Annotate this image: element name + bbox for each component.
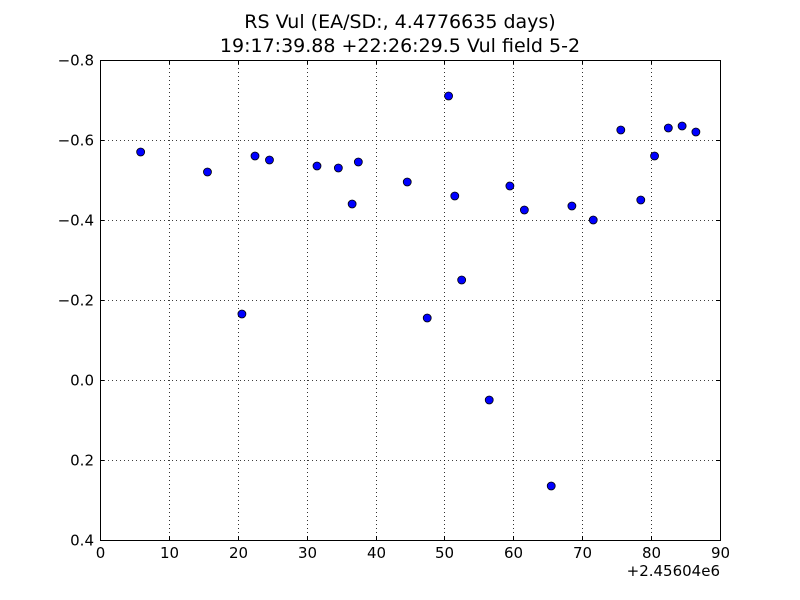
data-point xyxy=(546,481,556,491)
data-point xyxy=(312,161,322,171)
y-tick-label: 0.0 xyxy=(70,372,94,390)
data-point xyxy=(519,205,529,215)
grid-lines xyxy=(100,60,721,541)
x-tick-label: 60 xyxy=(504,544,523,562)
x-tick-label: 80 xyxy=(642,544,661,562)
data-point xyxy=(663,123,673,133)
chart-title-line-1: RS Vul (EA/SD:, 4.4776635 days) xyxy=(244,11,556,33)
data-point xyxy=(237,309,247,319)
tick-marks xyxy=(100,60,721,541)
data-point xyxy=(636,195,646,205)
y-tick-label: 0.2 xyxy=(70,452,94,470)
y-tick-label: −0.2 xyxy=(58,292,94,310)
data-point xyxy=(677,121,687,131)
x-tick-label: 40 xyxy=(367,544,386,562)
x-tick-label: 70 xyxy=(573,544,592,562)
data-point xyxy=(136,147,146,157)
data-point xyxy=(333,163,343,173)
data-point xyxy=(691,127,701,137)
data-point xyxy=(457,275,467,285)
data-point xyxy=(650,151,659,161)
plot-frame xyxy=(100,60,721,541)
data-point xyxy=(444,91,453,101)
data-point xyxy=(484,395,494,405)
y-tick-label: −0.8 xyxy=(58,52,94,70)
data-point xyxy=(402,177,412,187)
data-point xyxy=(567,201,577,211)
data-point xyxy=(505,181,515,191)
data-point xyxy=(347,199,357,209)
y-tick-label: 0.4 xyxy=(70,532,94,550)
data-point xyxy=(450,191,460,201)
data-point xyxy=(250,151,260,161)
x-axis-offset-label: +2.45604e6 xyxy=(627,562,720,580)
data-points xyxy=(136,91,701,491)
x-tick-label: 30 xyxy=(298,544,317,562)
x-tick-label: 20 xyxy=(229,544,248,562)
chart-title-line-2: 19:17:39.88 +22:26:29.5 Vul field 5-2 xyxy=(219,35,581,57)
data-point xyxy=(616,125,626,135)
x-tick-label: 0 xyxy=(96,544,106,562)
x-tick-label: 10 xyxy=(160,544,179,562)
data-point xyxy=(588,215,598,225)
x-tick-label: 90 xyxy=(711,544,730,562)
x-tick-label: 50 xyxy=(435,544,454,562)
data-point xyxy=(265,155,274,165)
data-point xyxy=(422,313,432,323)
y-tick-label: −0.4 xyxy=(58,212,94,230)
data-point xyxy=(203,167,212,177)
tick-labels: 0 10 20 30 40 50 60 70 80 90 −0.8 −0.6 −0.4 −0.2 0.0 0.… xyxy=(58,52,730,563)
data-point xyxy=(353,157,363,167)
y-tick-label: −0.6 xyxy=(58,132,94,150)
